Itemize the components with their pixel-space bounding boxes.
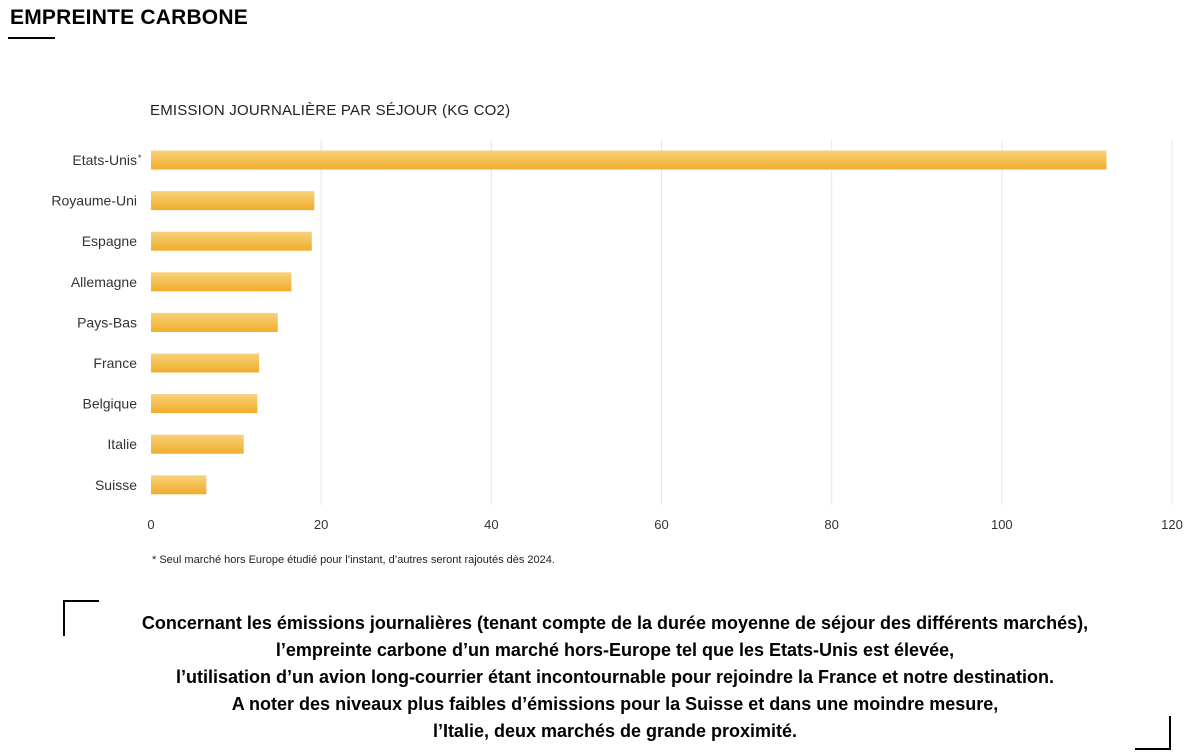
title-underline — [8, 37, 55, 39]
bar — [151, 353, 260, 373]
summary-box: Concernant les émissions journalières (t… — [0, 596, 1200, 755]
x-tick-label: 0 — [147, 517, 154, 532]
summary-text: Concernant les émissions journalières (t… — [60, 610, 1170, 745]
corner-bracket-bottom-right — [1135, 716, 1171, 750]
bar — [151, 394, 258, 414]
bar — [151, 150, 1107, 170]
x-tick-label: 80 — [824, 517, 838, 532]
summary-line: Concernant les émissions journalières (t… — [141, 613, 1089, 633]
summary-line: l’Italie, deux marchés de grande proximi… — [432, 721, 798, 741]
bar — [151, 475, 207, 495]
bar — [151, 272, 292, 292]
category-label: Etats-Unis — [72, 152, 137, 168]
summary-line: l’utilisation d’un avion long-courrier é… — [175, 667, 1055, 687]
summary-line: l’empreinte carbone d’un marché hors-Eur… — [275, 640, 955, 660]
category-labels: Etats-Unis * Royaume-Uni Espagne Allemagne Pa… — [51, 152, 142, 493]
category-label: France — [93, 355, 137, 371]
x-tick-label: 60 — [654, 517, 668, 532]
summary-line: A noter des niveaux plus faibles d’émiss… — [231, 694, 999, 714]
category-label: Pays-Bas — [77, 314, 137, 330]
x-tick-label: 40 — [484, 517, 498, 532]
category-marker: * — [138, 153, 142, 163]
page-title: EMPREINTE CARBONE — [10, 6, 248, 29]
bar — [151, 191, 315, 211]
chart-title: EMISSION JOURNALIÈRE PAR SÉJOUR (KG CO2) — [150, 102, 511, 119]
footnote: * Seul marché hors Europe étudié pour l’… — [152, 554, 555, 566]
bars — [151, 150, 1107, 495]
x-tick-label: 120 — [1161, 517, 1183, 532]
x-axis-ticks: 0 20 40 60 80 100 120 — [147, 517, 1182, 532]
bar — [151, 312, 278, 332]
category-label: Espagne — [82, 233, 137, 249]
category-label: Belgique — [83, 396, 138, 412]
category-label: Italie — [107, 436, 137, 452]
grid-lines — [320, 140, 1173, 505]
x-tick-label: 20 — [314, 517, 328, 532]
bar — [151, 231, 312, 251]
bar — [151, 434, 244, 454]
corner-bracket-top-left — [63, 600, 99, 636]
category-label: Allemagne — [71, 274, 137, 290]
category-label: Suisse — [95, 477, 137, 493]
category-label: Royaume-Uni — [51, 193, 137, 209]
x-tick-label: 100 — [991, 517, 1013, 532]
bar-chart: Etats-Unis * Royaume-Uni Espagne Allemagne Pa… — [51, 140, 1183, 532]
